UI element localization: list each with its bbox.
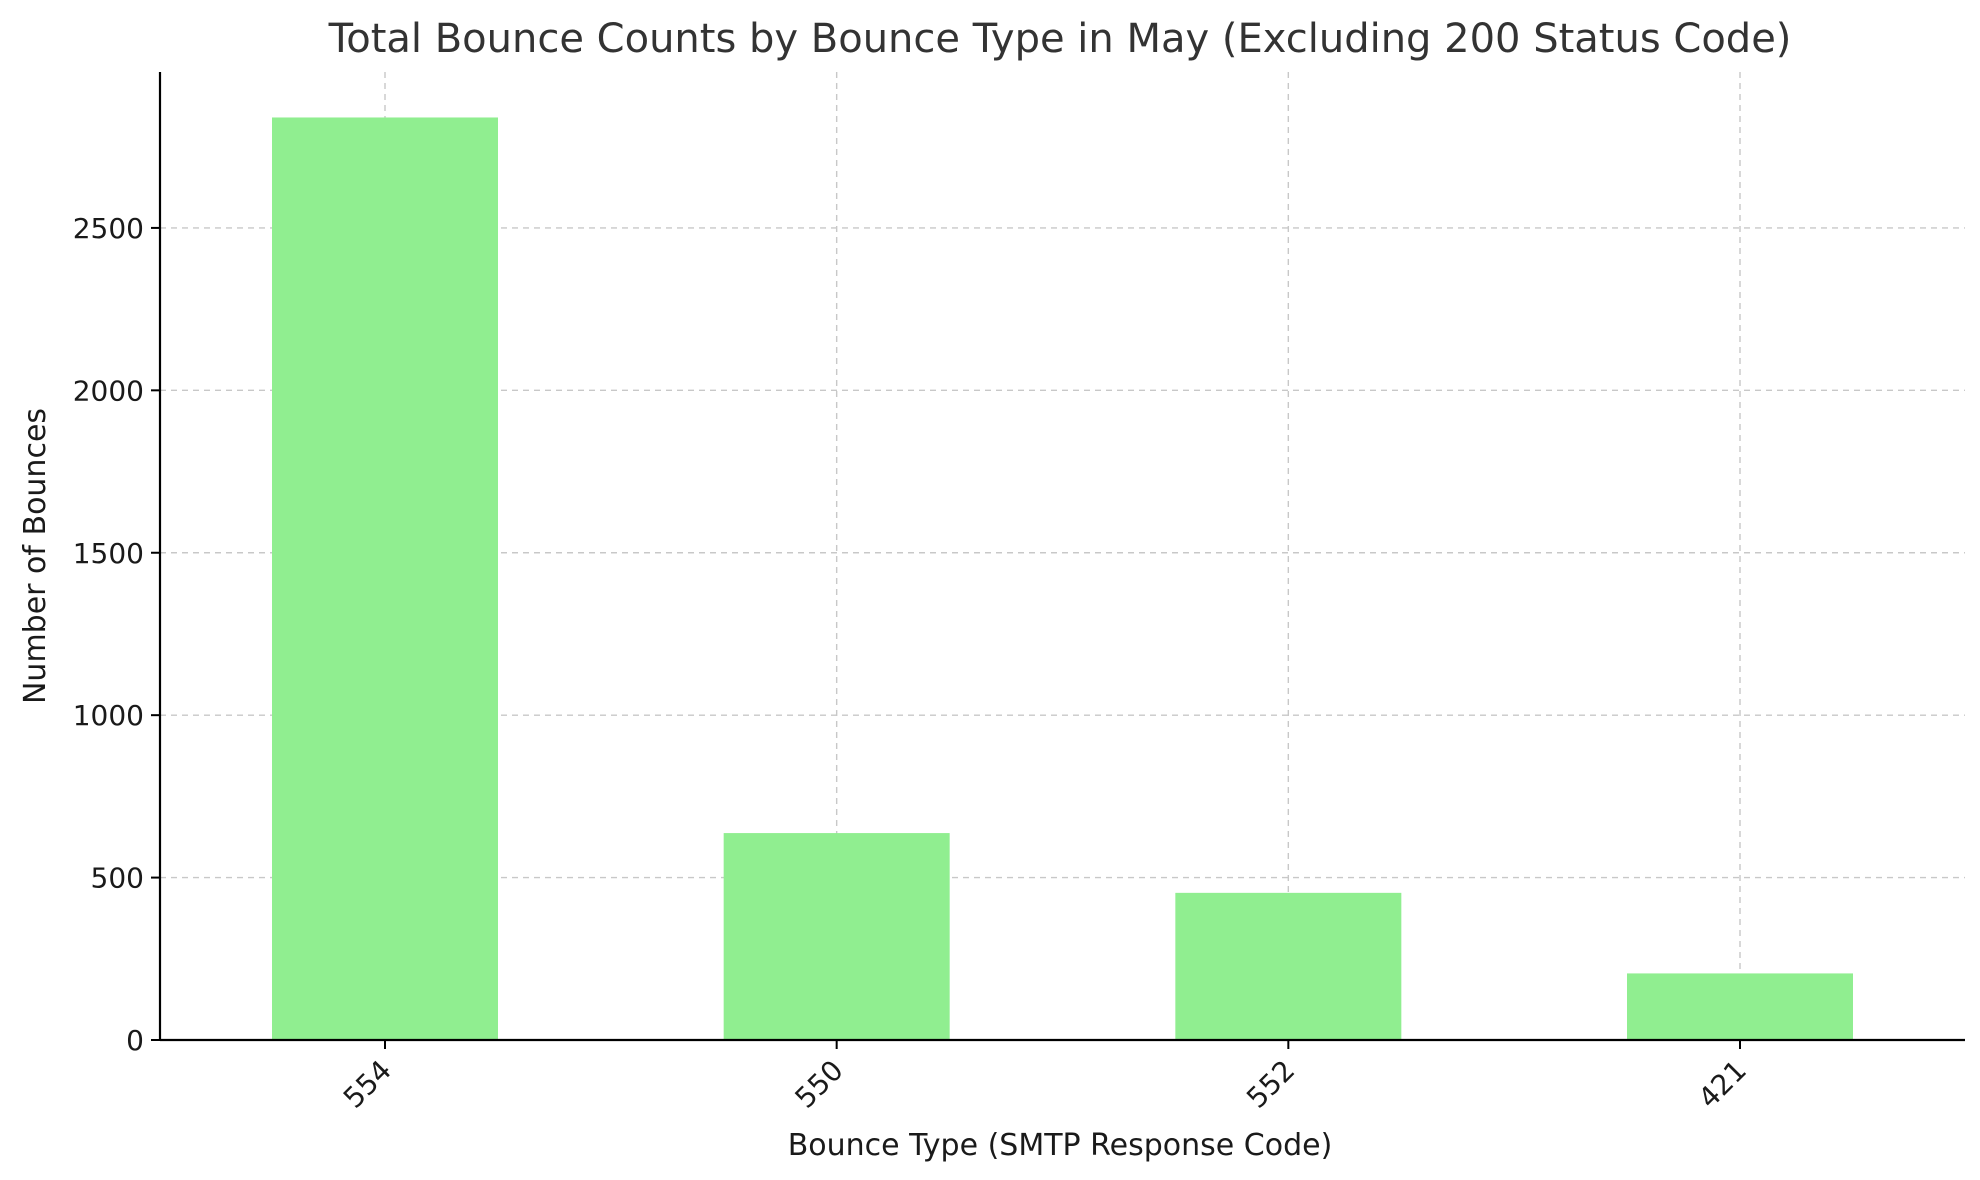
bar-421 [1627,973,1853,1040]
bars [272,117,1853,1041]
x-tick-label: 552 [1240,1054,1301,1115]
chart-title: Total Bounce Counts by Bounce Type in Ma… [328,16,1792,62]
x-tick-label: 550 [788,1054,849,1115]
axes [158,72,1965,1042]
x-tick-label: 421 [1692,1054,1753,1115]
y-tick-label: 1500 [73,537,144,570]
y-tick-label: 0 [126,1024,144,1057]
y-axis-label: Number of Bounces [18,408,53,704]
bar-552 [1175,892,1402,1040]
x-axis-label: Bounce Type (SMTP Response Code) [788,1128,1333,1163]
y-tick-label: 2500 [73,212,144,245]
y-tick-label: 1000 [73,699,144,732]
y-tick-label: 2000 [73,374,144,407]
x-tick-label: 554 [337,1054,398,1115]
bar-554 [272,117,498,1041]
bar-550 [723,833,950,1040]
x-ticks: 554 550 552 421 [337,1040,1753,1115]
y-ticks: 0 500 1000 1500 2000 2500 [73,212,160,1057]
y-tick-label: 500 [91,862,144,895]
